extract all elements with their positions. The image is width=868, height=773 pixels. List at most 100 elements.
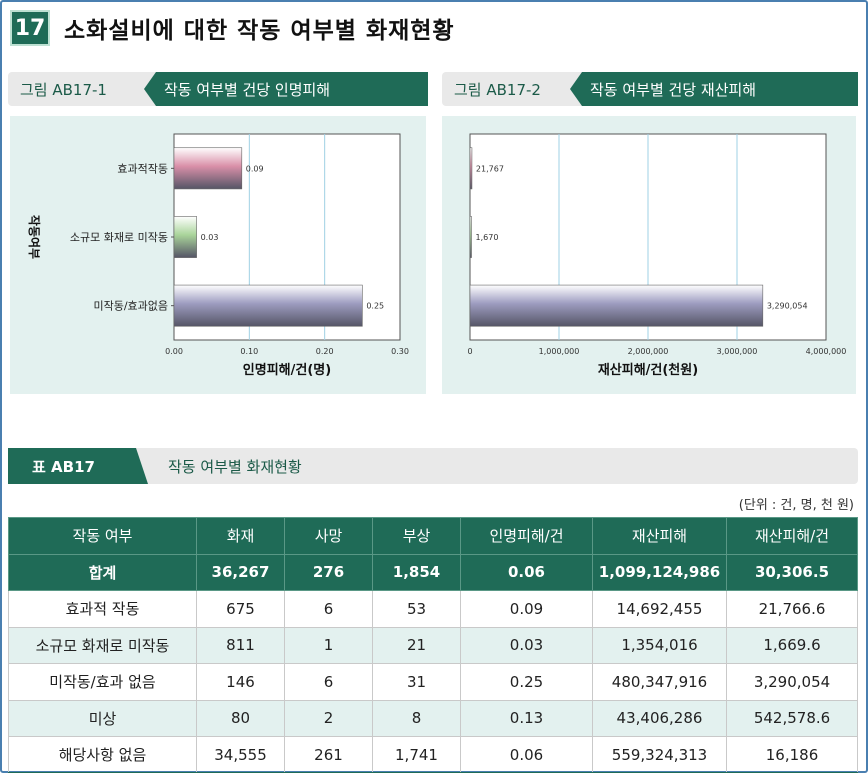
col-header: 사망 <box>284 517 373 555</box>
category-label: 미작동/효과없음 <box>93 300 168 313</box>
data-label: 0.09 <box>246 164 264 173</box>
x-tick-label: 0.10 <box>240 347 258 356</box>
table-cell: 미상 <box>8 699 197 737</box>
figure2-header: 그림 AB17-2 작동 여부별 건당 재산피해 <box>442 72 858 106</box>
table-row: 미상 80 2 8 0.13 43,406,286 542,578.6 <box>8 699 858 737</box>
col-header: 작동 여부 <box>8 517 197 555</box>
bar <box>469 147 473 190</box>
table-cell: 1 <box>284 626 373 664</box>
data-label: 0.03 <box>201 233 219 242</box>
data-label: 21,767 <box>476 164 504 173</box>
category-label: 효과적작동 <box>117 162 168 175</box>
table-row: 해당사항 없음 34,555 261 1,741 0.06 559,324,31… <box>8 736 858 773</box>
figure2-chart: 0 1,000,000 2,000,000 3,000,000 4,000,000 21,… <box>467 133 847 378</box>
x-tick-label: 1,000,000 <box>539 347 580 356</box>
figure1-tag: 그림 AB17-1 <box>20 80 107 99</box>
table-cell: 8 <box>372 699 461 737</box>
bar <box>469 216 472 258</box>
table-title: 작동 여부별 화재현황 <box>168 457 302 476</box>
x-axis-label: 재산피해/건(천원) <box>598 362 698 378</box>
table-header-row: 작동 여부 화재 사망 부상 인명피해/건 재산피해 재산피해/건 <box>8 517 858 555</box>
table-cell: 36,267 <box>196 553 285 591</box>
table-cell: 0.06 <box>460 553 593 591</box>
table-cell: 1,669.6 <box>726 626 858 664</box>
figure1-chart: 0.00 0.10 0.20 0.30 0.09 효과적작동 0.03 소규모 화재로 미작동… <box>27 133 409 378</box>
col-header: 인명피해/건 <box>460 517 593 555</box>
table-cell: 6 <box>284 590 373 628</box>
table-cell: 675 <box>196 590 285 628</box>
table-cell: 합계 <box>8 553 197 591</box>
x-tick-label: 0.20 <box>316 347 334 356</box>
bar <box>469 284 764 327</box>
table-cell: 21 <box>372 626 461 664</box>
col-header: 재산피해/건 <box>726 517 858 555</box>
y-axis-label: 작동여부 <box>27 215 42 259</box>
table-cell: 276 <box>284 553 373 591</box>
table-cell: 30,306.5 <box>726 553 858 591</box>
table-cell: 261 <box>284 736 373 773</box>
figure1-panel: 0.00 0.10 0.20 0.30 0.09 효과적작동 0.03 소규모 화재로 미작동… <box>10 116 426 394</box>
table-cell: 542,578.6 <box>726 699 858 737</box>
table-cell: 6 <box>284 663 373 701</box>
table-cell: 480,347,916 <box>592 663 727 701</box>
x-tick-label: 0.30 <box>391 347 409 356</box>
table-cell: 43,406,286 <box>592 699 727 737</box>
table-cell: 1,354,016 <box>592 626 727 664</box>
data-label: 0.25 <box>366 302 384 311</box>
section-number: 17 <box>10 10 50 46</box>
figure2-title: 작동 여부별 건당 재산피해 <box>570 72 858 106</box>
table-tag: 표 AB17 <box>8 448 148 484</box>
x-tick-label: 3,000,000 <box>717 347 758 356</box>
table-cell: 31 <box>372 663 461 701</box>
table-cell: 34,555 <box>196 736 285 773</box>
data-label: 1,670 <box>476 233 499 242</box>
figure1-header: 그림 AB17-1 작동 여부별 건당 인명피해 <box>8 72 428 106</box>
table-cell: 0.09 <box>460 590 593 628</box>
table-cell: 0.25 <box>460 663 593 701</box>
table-cell: 3,290,054 <box>726 663 858 701</box>
table-cell: 53 <box>372 590 461 628</box>
table-cell: 16,186 <box>726 736 858 773</box>
table-cell: 80 <box>196 699 285 737</box>
table-header: 표 AB17 작동 여부별 화재현황 <box>8 448 858 484</box>
table-cell: 소규모 화재로 미작동 <box>8 626 197 664</box>
category-label: 소규모 화재로 미작동 <box>70 231 168 244</box>
bar <box>173 147 243 190</box>
x-tick-label: 0.00 <box>165 347 183 356</box>
x-tick-label: 0 <box>467 347 472 356</box>
col-header: 화재 <box>196 517 285 555</box>
figure2-tag: 그림 AB17-2 <box>454 80 541 99</box>
table-cell: 14,692,455 <box>592 590 727 628</box>
section-header: 17 소화설비에 대한 작동 여부별 화재현황 <box>10 10 455 46</box>
table-cell: 559,324,313 <box>592 736 727 773</box>
table-cell: 146 <box>196 663 285 701</box>
fire-status-table: 작동 여부 화재 사망 부상 인명피해/건 재산피해 재산피해/건 합계 36,… <box>8 517 858 773</box>
table-cell: 해당사항 없음 <box>8 736 197 773</box>
section-title: 소화설비에 대한 작동 여부별 화재현황 <box>64 18 455 44</box>
table-cell: 미작동/효과 없음 <box>8 663 197 701</box>
table-cell: 21,766.6 <box>726 590 858 628</box>
table-cell: 1,099,124,986 <box>592 553 727 591</box>
bar <box>173 284 363 327</box>
col-header: 재산피해 <box>592 517 727 555</box>
table-cell: 2 <box>284 699 373 737</box>
x-tick-label: 4,000,000 <box>806 347 847 356</box>
table-row-total: 합계 36,267 276 1,854 0.06 1,099,124,986 3… <box>8 553 858 591</box>
figure1-title: 작동 여부별 건당 인명피해 <box>144 72 428 106</box>
table-cell: 0.03 <box>460 626 593 664</box>
x-tick-label: 2,000,000 <box>628 347 669 356</box>
col-header: 부상 <box>372 517 461 555</box>
bar <box>173 216 197 258</box>
table-cell: 1,741 <box>372 736 461 773</box>
table-cell: 1,854 <box>372 553 461 591</box>
table-row: 소규모 화재로 미작동 811 1 21 0.03 1,354,016 1,66… <box>8 626 858 664</box>
x-axis-label: 인명피해/건(명) <box>243 362 331 378</box>
table-cell: 0.06 <box>460 736 593 773</box>
table-cell: 효과적 작동 <box>8 590 197 628</box>
table-cell: 811 <box>196 626 285 664</box>
table-unit: (단위 : 건, 명, 천 원) <box>738 498 854 513</box>
data-label: 3,290,054 <box>767 302 808 311</box>
table-row: 효과적 작동 675 6 53 0.09 14,692,455 21,766.6 <box>8 590 858 628</box>
figure2-panel: 0 1,000,000 2,000,000 3,000,000 4,000,000 21,… <box>442 116 856 394</box>
table-cell: 0.13 <box>460 699 593 737</box>
